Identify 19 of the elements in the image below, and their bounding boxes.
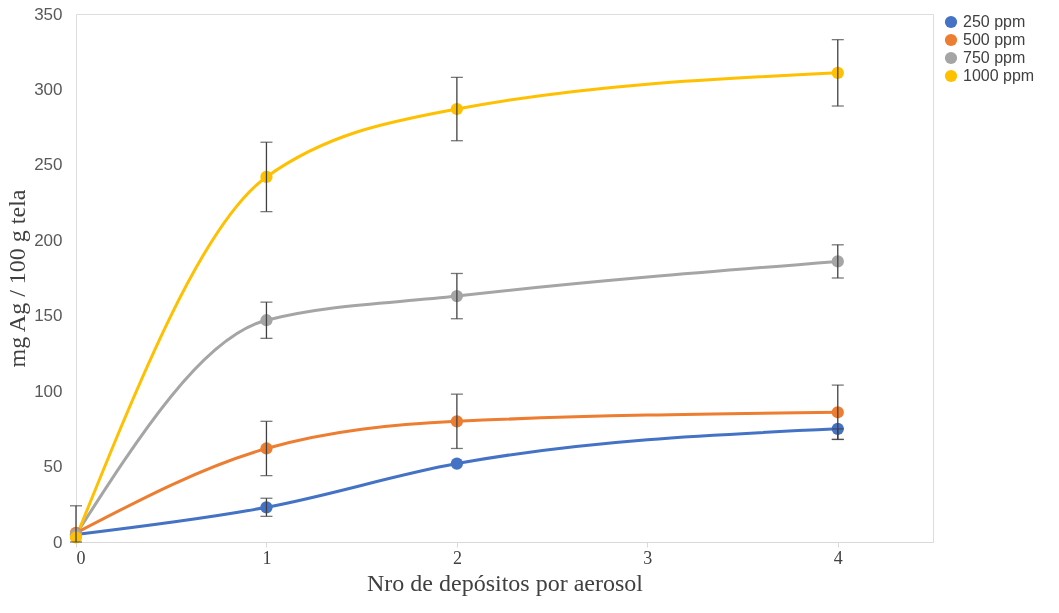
y-tick-label: 350 (34, 4, 63, 24)
x-tick-label: 1 (262, 547, 272, 568)
legend-label: 500 ppm (963, 31, 1026, 48)
y-tick-label: 100 (34, 381, 63, 401)
legend-label: 750 ppm (963, 49, 1026, 66)
y-tick-label: 150 (34, 306, 63, 326)
y-axis-title: mg Ag / 100 g tela (4, 189, 31, 368)
legend-label: 1000 ppm (963, 67, 1035, 84)
y-tick-label: 200 (34, 230, 63, 250)
y-tick-label: 300 (34, 79, 63, 99)
x-tick-label: 4 (833, 547, 843, 568)
y-tick-label: 250 (34, 155, 63, 175)
y-tick-label: 0 (53, 532, 63, 552)
x-tick-label: 3 (643, 547, 653, 568)
x-tick-label: 0 (76, 547, 86, 568)
legend-label: 250 ppm (963, 13, 1026, 30)
x-tick-label: 2 (452, 547, 462, 568)
y-tick-label: 50 (43, 457, 63, 477)
x-axis-title: Nro de depósitos por aerosol (367, 569, 644, 596)
